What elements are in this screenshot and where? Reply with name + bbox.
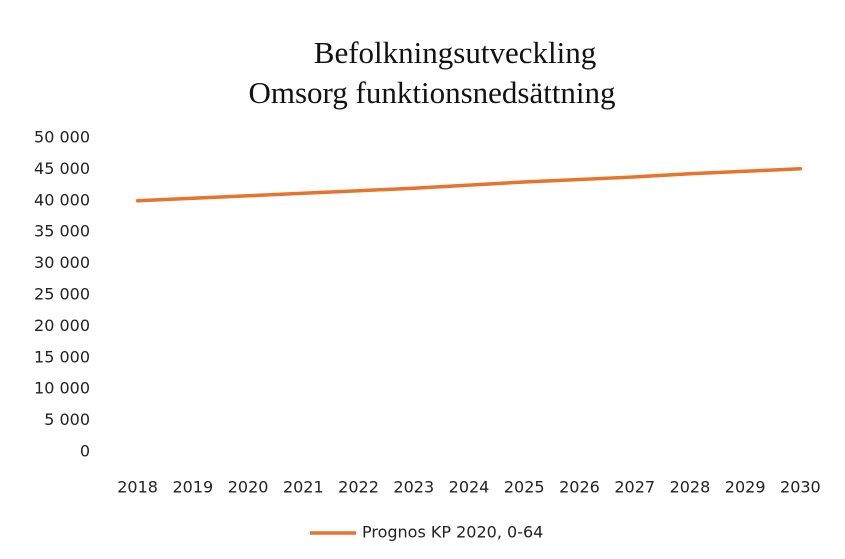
x-tick-label: 2018	[117, 478, 158, 497]
x-tick-label: 2027	[614, 478, 655, 497]
x-tick-label: 2021	[283, 478, 324, 497]
x-tick-label: 2026	[559, 478, 600, 497]
legend-label: Prognos KP 2020, 0-64	[362, 523, 543, 542]
y-tick-label: 30 000	[34, 253, 90, 272]
x-tick-label: 2022	[338, 478, 379, 497]
x-tick-label: 2029	[725, 478, 766, 497]
y-tick-label: 50 000	[34, 128, 90, 147]
x-tick-label: 2019	[172, 478, 213, 497]
y-tick-label: 5 000	[44, 410, 90, 429]
y-tick-label: 20 000	[34, 316, 90, 335]
y-tick-label: 15 000	[34, 347, 90, 366]
line-series	[135, 167, 803, 203]
y-tick-label: 35 000	[34, 222, 90, 241]
chart-title: Omsorg funktionsnedsättning	[248, 75, 615, 110]
chart-title: Befolkningsutveckling	[314, 35, 596, 70]
x-tick-label: 2025	[504, 478, 545, 497]
x-tick-label: 2030	[780, 478, 821, 497]
x-tick-label: 2020	[228, 478, 269, 497]
y-tick-label: 45 000	[34, 159, 90, 178]
x-tick-label: 2028	[670, 478, 711, 497]
x-tick-label: 2023	[393, 478, 434, 497]
y-tick-label: 40 000	[34, 190, 90, 209]
x-tick-label: 2024	[449, 478, 490, 497]
y-tick-label: 0	[80, 442, 90, 461]
y-tick-label: 10 000	[34, 379, 90, 398]
y-tick-label: 25 000	[34, 285, 90, 304]
